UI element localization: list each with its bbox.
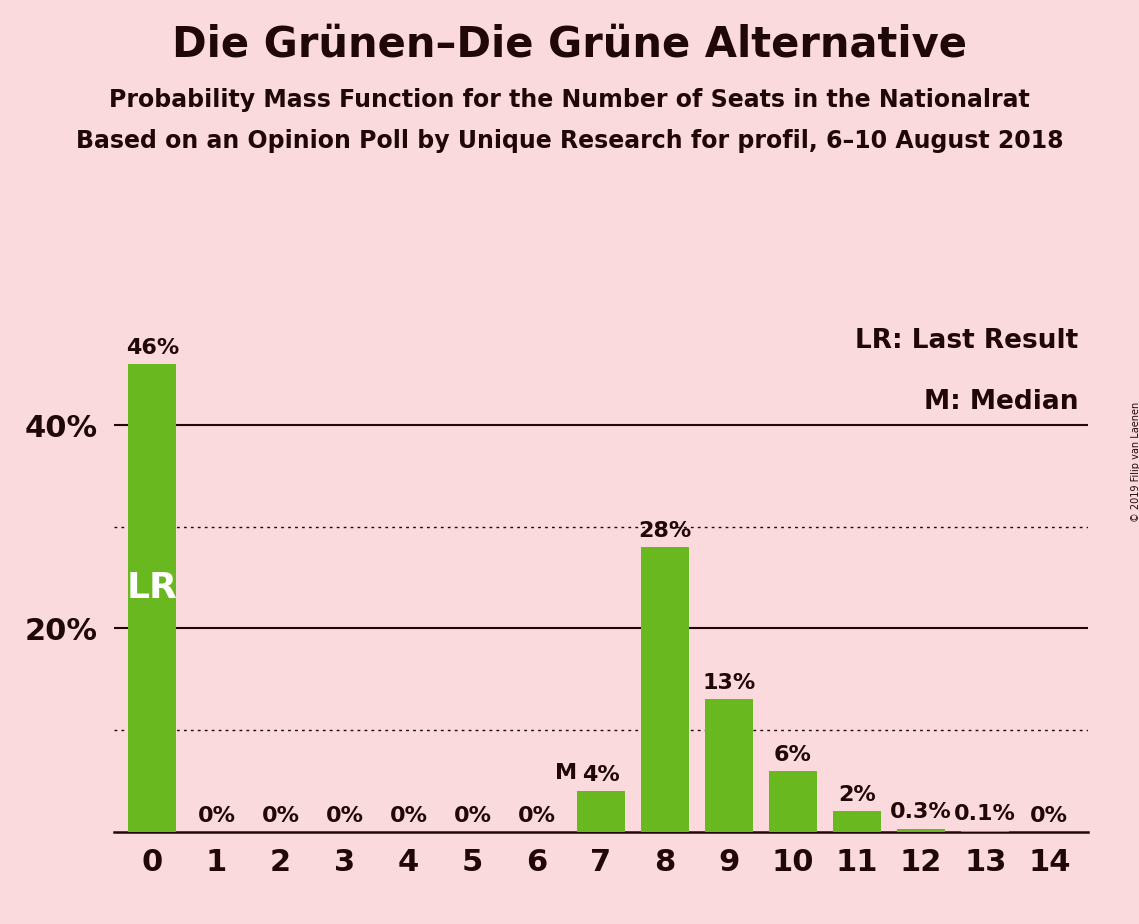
Text: 46%: 46% bbox=[125, 338, 179, 358]
Text: 0%: 0% bbox=[197, 806, 236, 825]
Text: LR: Last Result: LR: Last Result bbox=[854, 328, 1077, 355]
Text: Die Grünen–Die Grüne Alternative: Die Grünen–Die Grüne Alternative bbox=[172, 23, 967, 65]
Text: 4%: 4% bbox=[582, 765, 620, 784]
Bar bbox=[769, 771, 817, 832]
Text: Based on an Opinion Poll by Unique Research for profil, 6–10 August 2018: Based on an Opinion Poll by Unique Resea… bbox=[75, 129, 1064, 153]
Text: Probability Mass Function for the Number of Seats in the Nationalrat: Probability Mass Function for the Number… bbox=[109, 88, 1030, 112]
Text: M: Median: M: Median bbox=[924, 390, 1077, 416]
Bar bbox=[833, 811, 882, 832]
Bar bbox=[961, 831, 1009, 832]
Text: M: M bbox=[555, 763, 576, 783]
Text: 0%: 0% bbox=[390, 806, 427, 825]
Bar bbox=[576, 791, 625, 832]
Bar bbox=[705, 699, 753, 832]
Bar bbox=[641, 547, 689, 832]
Text: 0.1%: 0.1% bbox=[954, 805, 1016, 824]
Text: © 2019 Filip van Laenen: © 2019 Filip van Laenen bbox=[1131, 402, 1139, 522]
Text: 13%: 13% bbox=[703, 674, 755, 693]
Text: 6%: 6% bbox=[775, 745, 812, 764]
Text: 0%: 0% bbox=[1031, 806, 1068, 825]
Text: 0%: 0% bbox=[262, 806, 300, 825]
Text: 28%: 28% bbox=[638, 521, 691, 541]
Text: LR: LR bbox=[126, 571, 178, 605]
Bar bbox=[129, 364, 177, 832]
Text: 0%: 0% bbox=[326, 806, 363, 825]
Bar bbox=[898, 829, 945, 832]
Text: 0.3%: 0.3% bbox=[891, 802, 952, 822]
Text: 2%: 2% bbox=[838, 785, 876, 805]
Text: 0%: 0% bbox=[518, 806, 556, 825]
Text: 0%: 0% bbox=[453, 806, 492, 825]
